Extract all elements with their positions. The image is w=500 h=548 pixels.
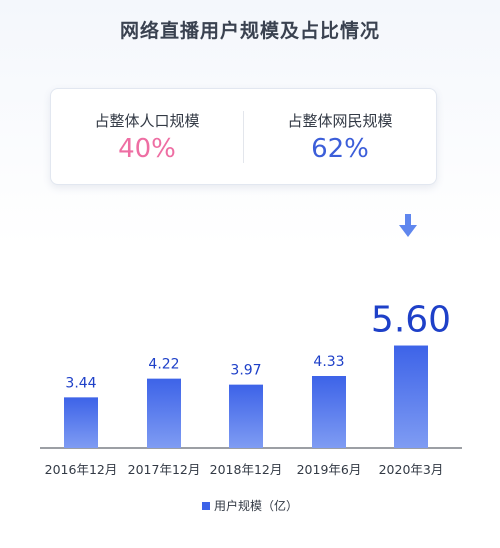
stats-divider bbox=[243, 111, 244, 163]
x-tick-label-3: 2019年6月 bbox=[297, 462, 362, 477]
value-label-0: 3.44 bbox=[65, 375, 96, 391]
bar-4 bbox=[394, 345, 428, 448]
legend-label: 用户规模（亿） bbox=[213, 499, 298, 513]
value-label-2: 3.97 bbox=[230, 363, 261, 379]
x-tick-label-0: 2016年12月 bbox=[45, 462, 118, 477]
value-label-1: 4.22 bbox=[148, 357, 179, 373]
stats-card: 占整体人口规模 40% 占整体网民规模 62% bbox=[50, 88, 437, 185]
value-label-4: 5.60 bbox=[371, 300, 451, 341]
value-label-3: 4.33 bbox=[313, 354, 344, 370]
x-tick-label-1: 2017年12月 bbox=[128, 462, 201, 477]
population-share-label: 占整体人口规模 bbox=[94, 112, 200, 130]
x-tick-label-2: 2018年12月 bbox=[210, 462, 283, 477]
x-tick-label-4: 2020年3月 bbox=[379, 462, 444, 477]
bar-1 bbox=[147, 378, 181, 448]
legend-swatch bbox=[201, 501, 210, 510]
netizen-share-label: 占整体网民规模 bbox=[287, 112, 393, 130]
netizen-share-value: 62% bbox=[311, 134, 369, 164]
chart-title: 网络直播用户规模及占比情况 bbox=[119, 20, 380, 42]
bar-2 bbox=[229, 384, 263, 448]
legend: 用户规模（亿） bbox=[0, 497, 500, 514]
population-share-stat: 占整体人口规模 40% bbox=[51, 89, 243, 184]
population-share-value: 40% bbox=[118, 134, 176, 164]
netizen-share-stat: 占整体网民规模 62% bbox=[244, 89, 436, 184]
down-arrow-icon bbox=[399, 214, 417, 237]
bar-3 bbox=[312, 376, 346, 448]
bar-0 bbox=[64, 397, 98, 448]
